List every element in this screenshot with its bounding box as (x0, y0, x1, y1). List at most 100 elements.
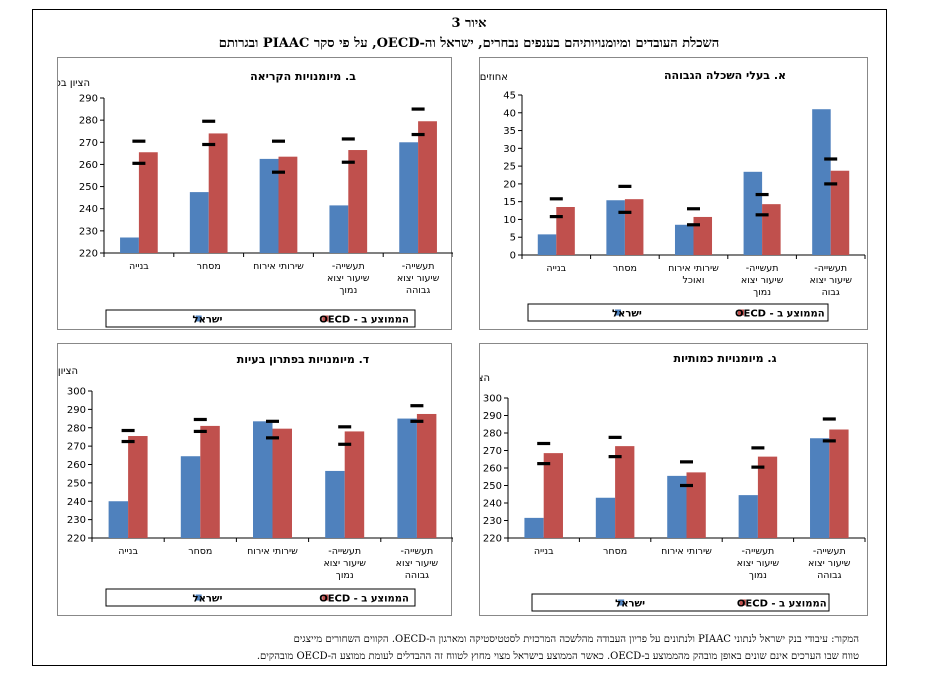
x-category-label: מסחר (613, 263, 637, 274)
x-category-label: בנייה (118, 546, 138, 557)
bar-israel (667, 475, 687, 538)
legend-swatch-israel (195, 594, 202, 601)
panel-numeracy-skills: ג. מיומנויות כמותיות הציון בסקר 220 230 240 2… (479, 343, 868, 616)
legend-box (531, 593, 830, 612)
chart-higher-education: א. בעלי השכלה הגבוהה אחוזים 0 5 10 15 20 25 30 35… (480, 69, 866, 322)
bar-oecd (686, 472, 706, 538)
x-category-label: שירותי אירוח (668, 263, 719, 274)
x-category-label: שיעור יצוא (327, 273, 370, 284)
y-tick-label: 280 (79, 116, 98, 127)
y-axis-label: הציון בסקר (58, 78, 90, 89)
legend-box (527, 303, 829, 322)
y-tick-label: 300 (67, 387, 86, 398)
bar-oecd (693, 216, 713, 255)
y-tick-label: 270 (79, 138, 98, 149)
bar-oecd (348, 150, 368, 253)
bar-israel (120, 237, 139, 253)
y-tick-label: 230 (67, 515, 86, 526)
y-tick-label: 250 (79, 182, 98, 193)
chart-title: ג. מיומנויות כמותיות (674, 352, 777, 365)
legend-label-oecd: הממוצע ב - OECD (737, 599, 827, 610)
chart-reading: ב. מיומנויות הקריאה הציון בסקר 220 230 240 25… (58, 70, 453, 328)
x-category-label: תעשייה- (328, 546, 361, 557)
x-category-label: שיעור יצוא (396, 558, 439, 569)
x-category-label: גבוהה (817, 570, 841, 581)
legend-label-israel: ישראל (615, 599, 645, 610)
y-tick-label: 15 (503, 197, 516, 208)
y-axis-label: הציון בסקר (58, 366, 78, 377)
y-tick-label: 260 (483, 464, 502, 475)
x-category-label: נמוך (749, 570, 767, 581)
x-category-label: תעשייה- (814, 263, 847, 274)
y-tick-label: 240 (483, 499, 502, 510)
bar-oecd (829, 429, 849, 538)
bar-oecd (624, 199, 644, 255)
source-note-line-2: טווח שבו הערכים אינם שונים באופן מובהק מ… (256, 651, 859, 662)
y-tick-label: 290 (79, 94, 98, 105)
bar-israel (397, 418, 417, 538)
bar-israel (810, 438, 830, 538)
y-axis-label: אחוזים (480, 72, 508, 83)
legend-box (105, 309, 416, 328)
bar-oecd (762, 204, 781, 255)
x-category-label: שירותי אירוח (661, 546, 712, 557)
y-tick-label: 40 (503, 108, 516, 119)
x-category-label: ואוכל (683, 275, 705, 286)
bar-israel (674, 224, 694, 255)
y-tick-label: 250 (483, 481, 502, 492)
x-category-label: בנייה (129, 261, 149, 272)
bar-oecd (416, 413, 437, 538)
bar-israel (738, 495, 758, 538)
y-tick-label: 240 (67, 497, 86, 508)
bar-israel (325, 470, 345, 538)
y-tick-label: 290 (483, 411, 502, 422)
bar-israel (606, 200, 625, 255)
legend-swatch-oecd (739, 599, 746, 606)
y-tick-label: 220 (483, 534, 502, 545)
y-tick-label: 45 (503, 91, 516, 102)
chart-title: ב. מיומנויות הקריאה (250, 70, 356, 83)
x-category-label: שירותי אירוח (247, 546, 298, 557)
bar-israel (537, 234, 557, 255)
bar-oecd (344, 431, 365, 538)
bar-israel (189, 192, 209, 253)
bar-israel (743, 171, 763, 255)
bar-oecd (615, 446, 635, 538)
x-category-label: גבוהה (406, 285, 430, 296)
x-category-label: נמוך (753, 287, 771, 298)
y-tick-label: 250 (67, 478, 86, 489)
figure-frame (32, 9, 887, 666)
x-category-label: תעשייה- (813, 546, 846, 557)
bar-israel (329, 205, 349, 253)
x-category-label: גבוהה (405, 570, 429, 581)
y-tick-label: 0 (510, 251, 516, 262)
legend-swatch-oecd (322, 594, 329, 601)
chart-title: א. בעלי השכלה הגבוהה (664, 69, 786, 82)
y-axis-label: הציון בסקר (480, 373, 490, 384)
chart-title: ד. מיומנויות בפתרון בעיות (237, 353, 370, 366)
y-tick-label: 20 (503, 179, 516, 190)
y-tick-label: 25 (503, 162, 516, 173)
panel-reading-skills: ב. מיומנויות הקריאה הציון בסקר 220 230 240 25… (57, 57, 453, 330)
x-category-label: גבוה (822, 287, 840, 298)
x-category-label: בנייה (546, 263, 566, 274)
legend-label-oecd: הממוצע ב - OECD (735, 309, 825, 320)
bar-israel (253, 421, 273, 538)
legend-swatch-israel (615, 309, 621, 316)
x-category-label: שירותי אירוח (253, 261, 304, 272)
y-tick-label: 5 (510, 233, 516, 244)
y-tick-label: 300 (483, 394, 502, 405)
y-tick-label: 280 (483, 429, 502, 440)
bar-oecd (418, 121, 437, 253)
y-tick-label: 220 (67, 534, 86, 545)
bar-israel (399, 142, 419, 253)
x-category-label: שיעור יצוא (808, 558, 851, 569)
bar-oecd (830, 170, 850, 255)
x-category-label: תעשייה- (400, 546, 433, 557)
bar-oecd (556, 207, 575, 255)
legend-label-israel: ישראל (612, 309, 642, 320)
source-note-line-1: המקור: עיבודי בנק ישראל לנתוני PIAAC ולנ… (293, 634, 859, 645)
panel-problem-solving: ד. מיומנויות בפתרון בעיות הציון בסקר 220 23… (57, 343, 453, 616)
bar-oecd (543, 453, 563, 538)
chart-numeracy: ג. מיומנויות כמותיות הציון בסקר 220 230 240 2… (480, 352, 866, 612)
